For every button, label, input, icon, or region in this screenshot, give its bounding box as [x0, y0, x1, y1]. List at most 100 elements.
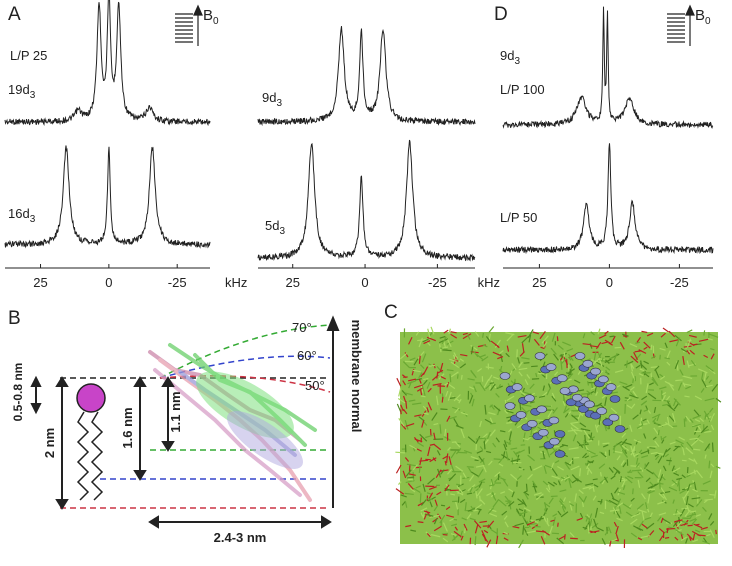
lipid-atom: [404, 457, 410, 462]
lipid-atom: [579, 512, 584, 519]
lipid-atom: [524, 379, 529, 386]
lipid-atom: [481, 332, 484, 338]
lipid-atom: [552, 513, 558, 517]
lipid-atom: [400, 409, 402, 415]
lipid-atom: [450, 333, 458, 339]
lipid-atom: [648, 382, 654, 386]
lipid-atom: [669, 441, 676, 445]
lipid-atom: [616, 502, 624, 508]
lipid-atom: [665, 447, 671, 453]
lipid-atom: [646, 419, 650, 425]
lipid-atom: [680, 522, 688, 527]
helix-turn: [590, 411, 601, 420]
lipid-atom: [474, 503, 483, 510]
lipid-atom: [664, 453, 669, 458]
helix-turn: [536, 405, 547, 414]
lipid-atom: [484, 418, 493, 424]
lipid-atom: [668, 486, 678, 492]
lipid-atom: [593, 518, 598, 528]
lipid-atom: [473, 507, 482, 511]
lipid-atom: [414, 378, 422, 381]
lipid-atom: [560, 501, 567, 510]
lipid-atom: [418, 372, 423, 379]
lipid-atom: [466, 492, 473, 495]
lipid-atom: [515, 508, 522, 517]
lipid-atom: [631, 469, 642, 472]
lipid-atom: [494, 471, 501, 478]
lipid-atom: [693, 448, 701, 451]
lipid-atom: [653, 427, 660, 436]
lipid-atom: [569, 532, 575, 538]
lipid-atom: [408, 399, 416, 402]
lipid-atom: [715, 397, 722, 403]
lipid-atom: [681, 459, 687, 462]
lipid-atom: [705, 416, 712, 419]
lipid-atom: [649, 512, 653, 518]
lipid-atom: [560, 476, 566, 482]
lipid-atom: [460, 411, 468, 416]
lipid-atom: [475, 490, 478, 499]
lipid-atom: [551, 467, 558, 477]
lipid-atom: [476, 450, 483, 454]
lipid-atom: [655, 455, 660, 461]
lipid-atom: [490, 478, 494, 487]
lipid-atom: [450, 371, 459, 378]
lipid-atom: [517, 334, 527, 338]
lipid-atom: [619, 476, 622, 483]
lipid-atom: [519, 351, 525, 357]
lipid-atom: [579, 422, 587, 428]
lipid-atom: [395, 464, 402, 474]
helix-turn: [598, 375, 609, 384]
lipid-atom: [671, 481, 678, 487]
lipid-atom: [672, 467, 681, 473]
lipid-atom: [659, 347, 666, 351]
lipid-atom: [401, 423, 407, 430]
lipid-atom: [642, 418, 647, 422]
lipid-atom: [563, 405, 568, 413]
helix-turn: [499, 372, 511, 380]
lipid-atom: [487, 374, 493, 382]
lipid-atom: [422, 405, 428, 411]
lipid-atom: [590, 454, 598, 458]
lipid-atom: [658, 469, 662, 478]
lipid-atom: [518, 367, 528, 371]
lipid-atom: [402, 361, 410, 369]
lipid-atom: [622, 484, 626, 491]
lipid-atom: [688, 482, 695, 485]
lipid-atom: [488, 512, 498, 517]
lipid-atom: [584, 455, 590, 459]
lipid-atom: [589, 518, 593, 528]
lipid-atom: [666, 416, 670, 426]
lipid-atom: [454, 407, 460, 414]
lipid-atom: [511, 491, 515, 498]
lipid-atom: [562, 341, 571, 347]
lipid-atom: [498, 462, 504, 467]
lipid-atom: [433, 443, 442, 451]
lipid-atom: [663, 399, 671, 403]
lipid-atom: [422, 483, 426, 492]
lipid-atom: [401, 390, 408, 396]
lipid-atom: [433, 505, 439, 512]
lipid-atom: [408, 473, 416, 476]
lipid-atom: [714, 490, 717, 499]
lipid-atom: [546, 387, 551, 396]
lipid-atom: [703, 372, 707, 382]
lipid-atom: [709, 529, 715, 539]
helix-turn: [538, 428, 549, 437]
lipid-atom: [462, 333, 472, 340]
lipid-atom: [638, 423, 648, 426]
lipid-atom: [581, 392, 590, 395]
lipid-atom: [593, 484, 599, 488]
lipid-atom: [675, 529, 684, 536]
lipid-atom: [511, 363, 517, 370]
lipid-atom: [638, 520, 644, 528]
lipid-atom: [541, 335, 549, 344]
lipid-atom: [682, 355, 685, 365]
lipid-atom: [594, 507, 599, 518]
lipid-atom: [490, 383, 496, 391]
helix-turn: [574, 352, 586, 360]
lipid-atom: [587, 381, 590, 386]
lipid-atom: [483, 440, 486, 450]
lipid-atom: [469, 386, 475, 390]
lipid-atom: [489, 508, 497, 513]
